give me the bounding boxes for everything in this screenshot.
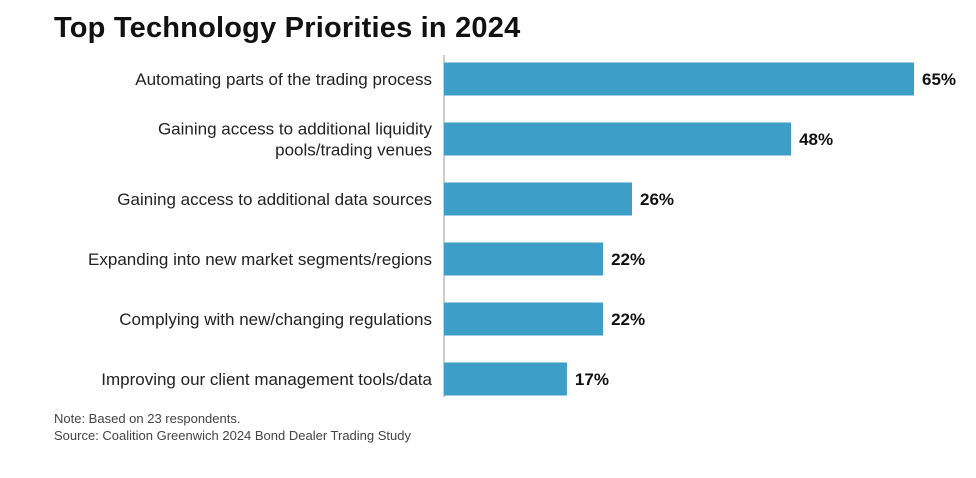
note-text: Note: Based on 23 respondents. bbox=[54, 411, 241, 426]
category-label-0: Automating parts of the trading process bbox=[135, 70, 432, 89]
value-label-2: 26% bbox=[640, 190, 674, 209]
value-label-4: 22% bbox=[611, 310, 645, 329]
bar-0 bbox=[444, 62, 914, 96]
value-label-0: 65% bbox=[922, 70, 956, 89]
chart-title: Top Technology Priorities in 2024 bbox=[54, 12, 521, 44]
value-label-5: 17% bbox=[575, 370, 609, 389]
bar-3 bbox=[444, 242, 604, 276]
bar-4 bbox=[444, 302, 604, 336]
bar-2 bbox=[444, 182, 632, 216]
bar-5 bbox=[444, 362, 567, 396]
category-label-2: Gaining access to additional data source… bbox=[117, 190, 432, 209]
bar-1 bbox=[444, 122, 792, 156]
category-label-4: Complying with new/changing regulations bbox=[119, 310, 432, 329]
value-label-1: 48% bbox=[799, 130, 833, 149]
bars-layer: 65% Automating parts of the trading proce… bbox=[88, 62, 956, 396]
category-label-5: Improving our client management tools/da… bbox=[101, 370, 432, 389]
source-text: Source: Coalition Greenwich 2024 Bond De… bbox=[54, 428, 411, 443]
value-label-3: 22% bbox=[611, 250, 645, 269]
category-label-1: Gaining access to additional liquidity po… bbox=[158, 120, 433, 160]
category-label-3: Expanding into new market segments/regio… bbox=[88, 250, 432, 269]
